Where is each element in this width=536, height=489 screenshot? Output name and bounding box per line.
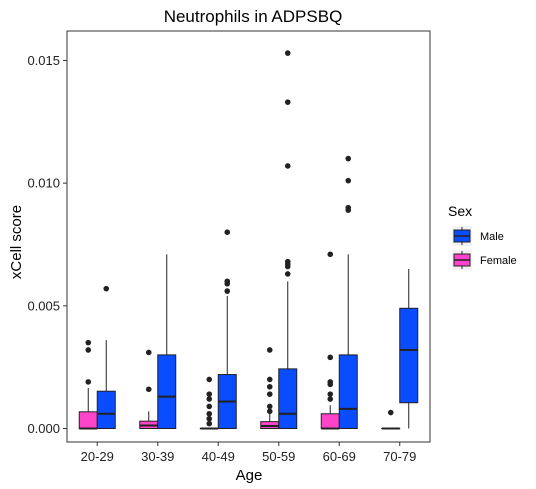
- outlier-point: [284, 258, 291, 265]
- x-tick-label: 20-29: [81, 449, 114, 464]
- box-female-70-79: [381, 409, 401, 430]
- outlier-point: [327, 354, 334, 361]
- x-axis-title: Age: [236, 467, 263, 484]
- box-female-20-29: [78, 339, 98, 430]
- box-body: [338, 354, 358, 430]
- box-male-60-69: [338, 155, 358, 430]
- outlier-point: [387, 409, 394, 416]
- outlier-point: [266, 383, 273, 390]
- y-tick-label: 0.005: [27, 298, 60, 313]
- outlier-point: [345, 155, 352, 162]
- outlier-point: [206, 403, 213, 410]
- outlier-point: [266, 403, 273, 410]
- outlier-point: [284, 50, 291, 56]
- y-axis-title: xCell score: [8, 205, 25, 279]
- box-male-70-79: [399, 269, 419, 429]
- outlier-point: [224, 278, 231, 285]
- outlier-point: [206, 410, 213, 417]
- box-male-30-39: [157, 254, 177, 430]
- plot-panel: [66, 30, 431, 443]
- outlier-point: [266, 391, 273, 397]
- legend-entry-female: Female: [452, 250, 517, 270]
- outlier-point: [266, 376, 273, 383]
- outlier-point: [224, 229, 231, 236]
- outlier-point: [206, 396, 213, 402]
- outlier-point: [206, 415, 213, 422]
- outlier-point: [85, 379, 92, 385]
- outlier-point: [345, 177, 352, 184]
- outlier-point: [206, 391, 213, 397]
- outlier-point: [206, 376, 213, 383]
- outlier-point: [206, 420, 213, 427]
- box-body: [96, 390, 116, 430]
- outlier-point: [224, 288, 231, 294]
- box-female-40-49: [199, 376, 219, 430]
- legend-label: Male: [480, 231, 504, 243]
- outlier-point: [327, 391, 334, 397]
- outlier-point: [145, 349, 152, 356]
- outlier-point: [85, 347, 92, 353]
- x-tick-label: 70-79: [383, 449, 416, 464]
- box-body: [320, 413, 340, 430]
- outlier-point: [327, 251, 334, 258]
- outlier-point: [266, 408, 273, 415]
- outlier-point: [85, 339, 92, 346]
- legend-label: Female: [480, 255, 517, 267]
- box-body: [278, 368, 298, 430]
- box-male-40-49: [217, 229, 237, 430]
- x-tick-label: 40-49: [202, 449, 235, 464]
- box-body: [157, 354, 177, 430]
- outlier-point: [145, 386, 152, 393]
- outlier-point: [284, 99, 291, 105]
- x-tick-label: 50-59: [262, 449, 295, 464]
- box-male-50-59: [278, 50, 298, 430]
- outlier-point: [345, 204, 352, 211]
- outlier-point: [284, 271, 291, 277]
- plot-layer: [78, 50, 419, 430]
- box-female-30-39: [139, 349, 159, 430]
- outlier-point: [327, 379, 334, 385]
- legend-title: Sex: [448, 203, 472, 219]
- outlier-point: [284, 163, 291, 169]
- y-tick-label: 0.010: [27, 176, 60, 191]
- outlier-point: [103, 285, 110, 292]
- chart-title: Neutrophils in ADPSBQ: [164, 7, 343, 26]
- box-male-20-29: [96, 285, 116, 430]
- y-tick-label: 0.015: [27, 53, 60, 68]
- box-female-60-69: [320, 251, 340, 430]
- legend-entry-male: Male: [452, 226, 504, 246]
- outlier-point: [327, 396, 334, 402]
- x-tick-label: 60-69: [323, 449, 356, 464]
- box-body: [78, 411, 98, 430]
- axis-layer: 0.000 0.005 0.010 0.015 20-29 30-39 40-49 50-59…: [27, 53, 416, 464]
- y-tick-label: 0.000: [27, 421, 60, 436]
- box-female-50-59: [260, 347, 280, 430]
- box-body: [399, 307, 419, 404]
- x-tick-label: 30-39: [141, 449, 174, 464]
- outlier-point: [266, 347, 273, 353]
- legend: Sex Male Female: [448, 203, 517, 270]
